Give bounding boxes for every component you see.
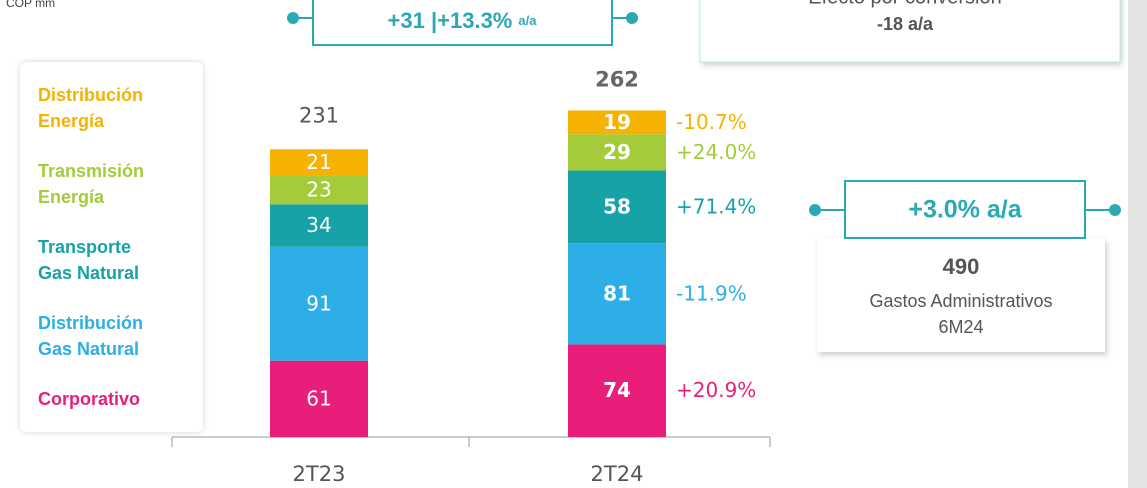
bar-segment [270,149,368,176]
summary-growth-box [844,180,1086,239]
change-label: +24.0% [676,140,756,164]
bar-segment [568,134,666,171]
legend-entry: Corporativo [38,389,141,409]
bar-segment [270,204,368,247]
segment-label: 23 [306,177,331,201]
dot [1109,204,1121,216]
change-label: +20.9% [676,378,756,402]
growth-box [312,0,613,46]
segment-label: 19 [603,110,631,134]
x-tick-label: 2T24 [591,462,644,486]
dot [809,204,821,216]
side-strip [1128,0,1147,488]
legend-entry: Distribución Energía [38,85,144,131]
segment-label: 21 [306,150,331,174]
dot [626,12,638,24]
segment-label: 81 [603,281,631,305]
growth-suffix: a/a [518,13,537,28]
fx-box-border [699,0,1121,63]
summary-growth: +3.0% a/a [908,196,1022,224]
segment-label: 91 [306,291,331,315]
summary-value: 490 [943,254,980,279]
legend-entry: Transmisión Energía [38,161,145,207]
legend-entry: Distribución Gas Natural [38,313,144,359]
bar-segment [568,344,666,437]
change-label: +71.4% [676,194,756,218]
dot [287,12,299,24]
bar-segment [568,243,666,345]
growth-main: +31 |+13.3% [388,8,513,33]
unit-label: COP mm [6,0,55,10]
x-tick-label: 2T23 [293,462,346,486]
legend-entry: Transporte Gas Natural [38,237,140,283]
segment-label: 58 [603,194,631,218]
segment-label: 29 [603,140,631,164]
bar-segment [568,170,666,244]
bar-segment [270,360,368,437]
summary-label: Gastos Administrativos [869,291,1052,311]
total-label: 231 [299,103,339,127]
fx-value: -18 a/a [877,14,934,34]
bar-segment [270,246,368,361]
change-label: -10.7% [676,110,747,134]
change-label: -11.9% [676,281,747,305]
bar-segment [270,175,368,205]
bar-segment [568,110,666,135]
total-label: 262 [595,67,639,91]
growth-text: +31 |+13.3% a/a [388,8,538,33]
segment-label: 61 [306,386,331,410]
summary-period: 6M24 [938,317,983,337]
legend: Distribución Energía Transmisión Energía T… [20,62,203,432]
segment-label: 34 [306,213,331,237]
segment-label: 74 [603,378,631,402]
fx-title: Efecto por conversión [808,0,1001,8]
summary-box [817,238,1105,352]
